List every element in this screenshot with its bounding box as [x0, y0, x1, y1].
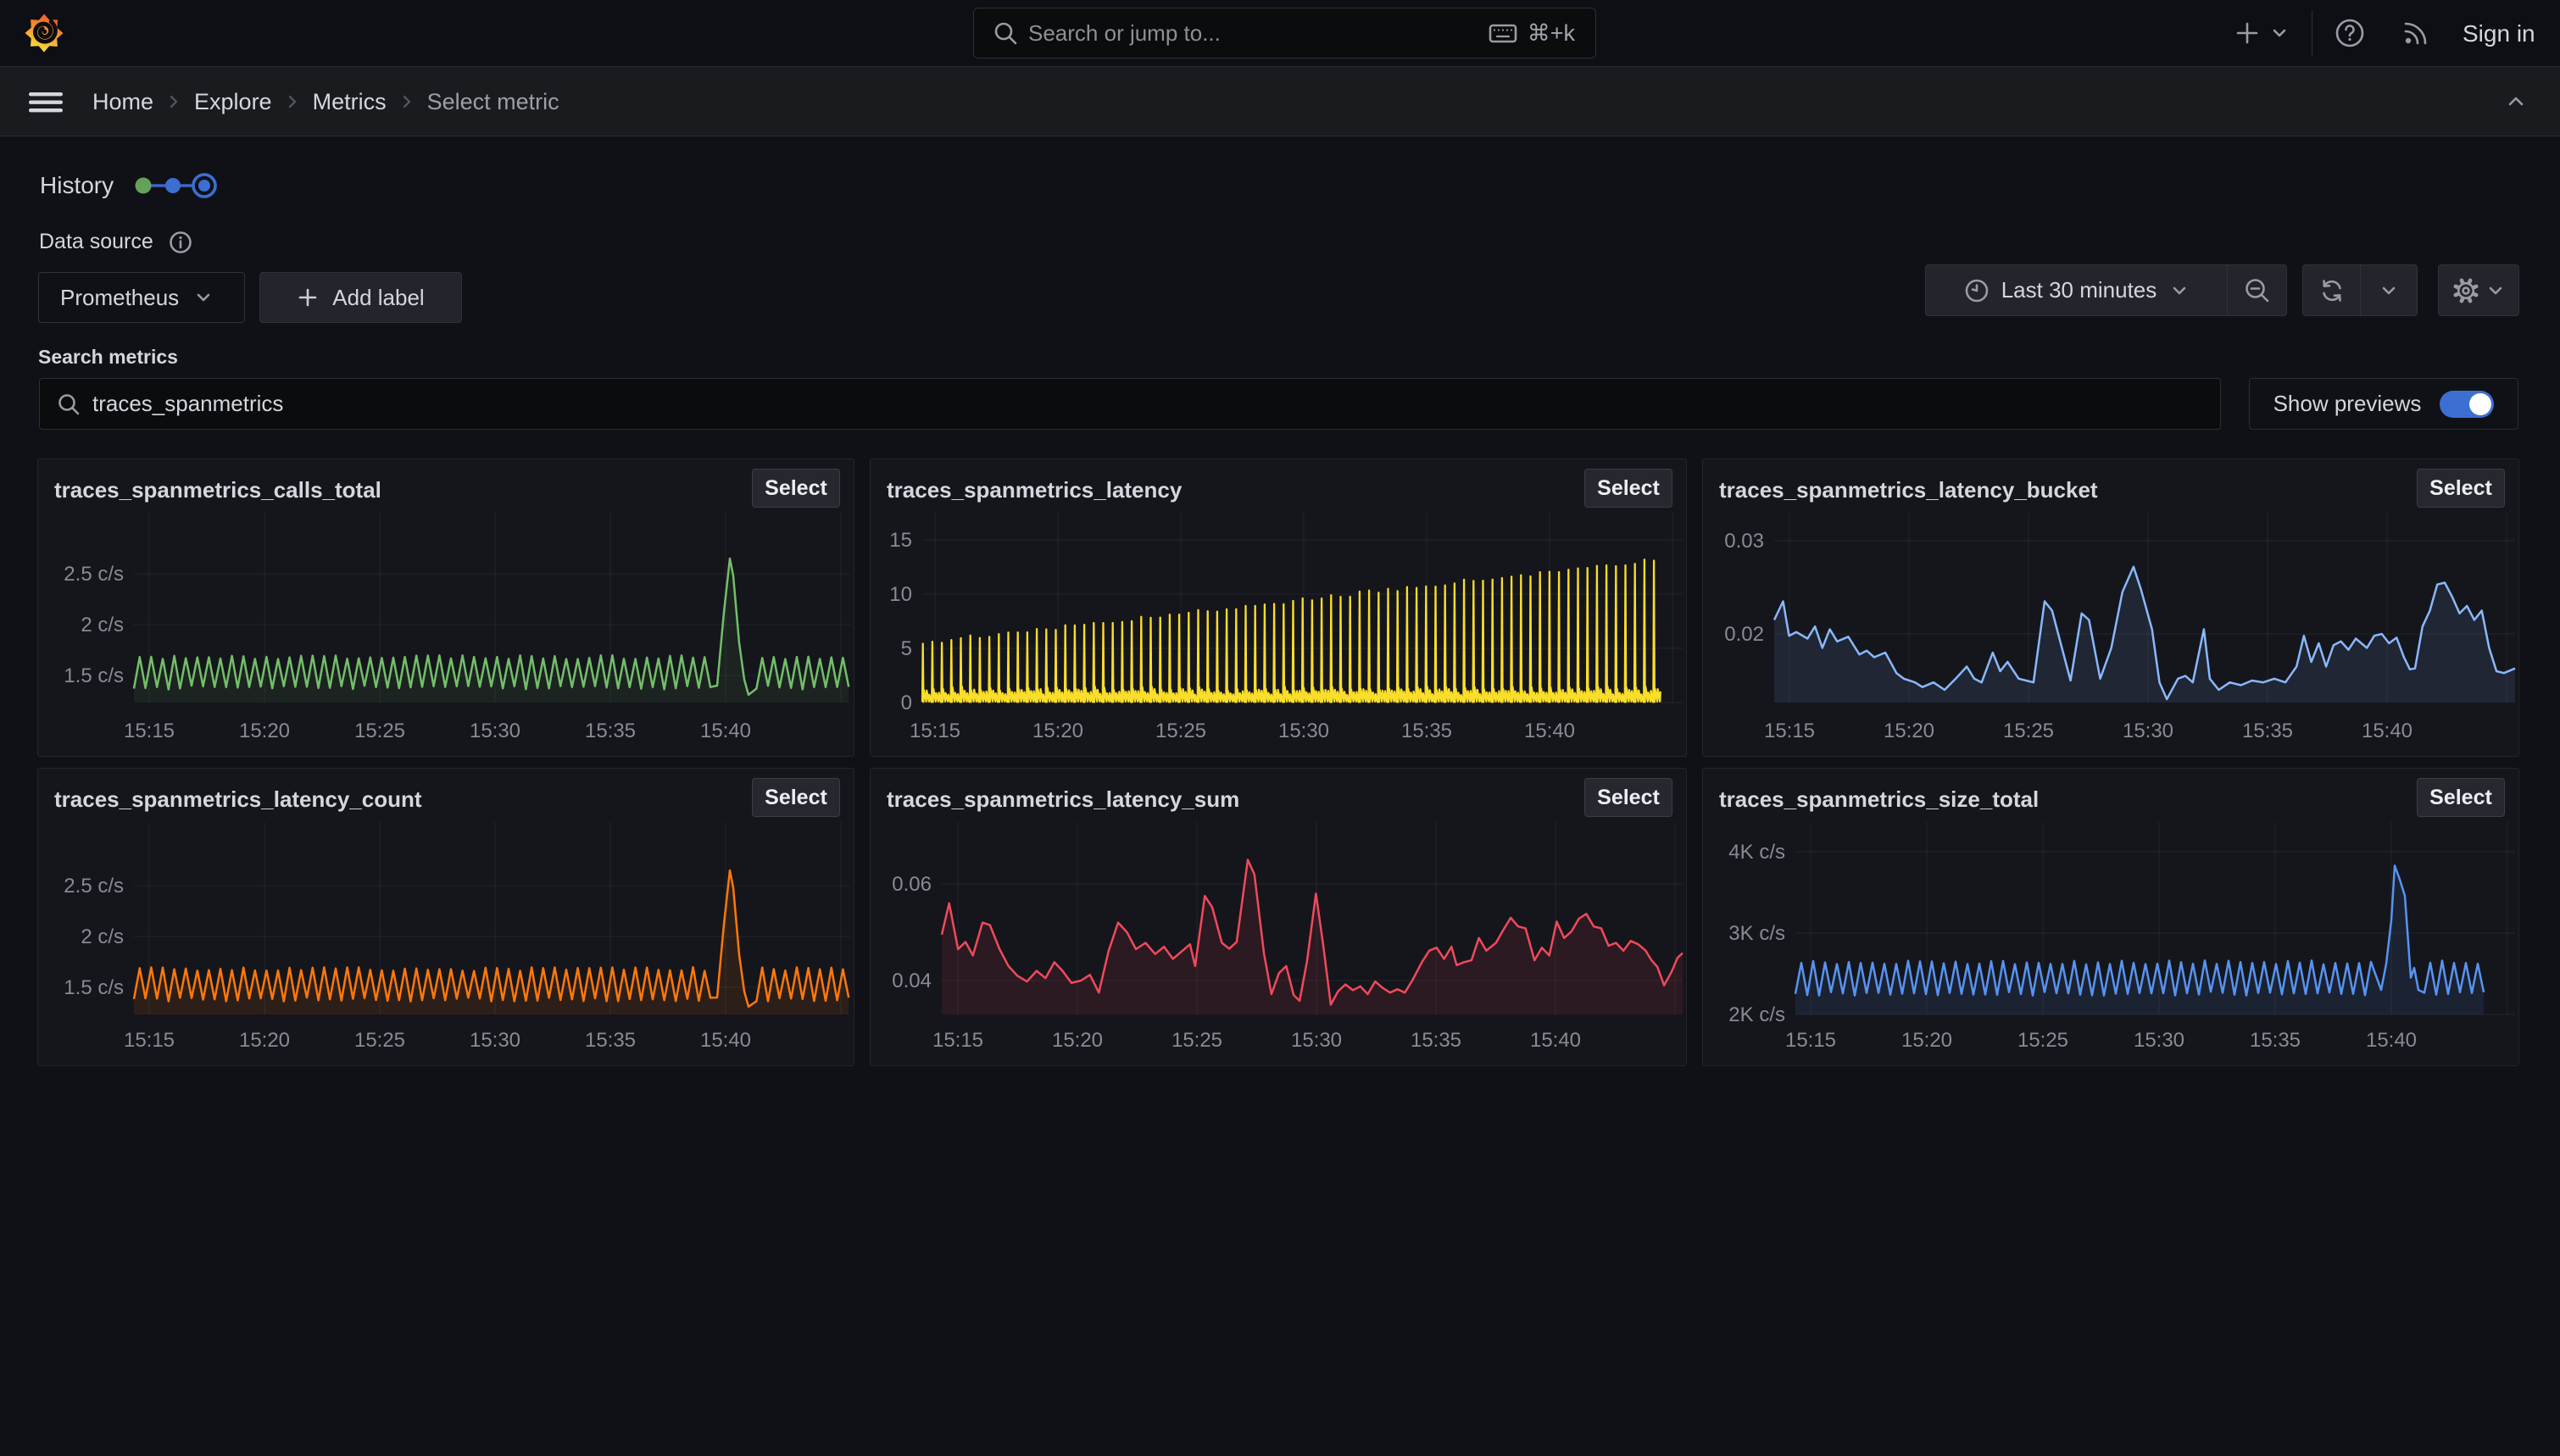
svg-text:15:30: 15:30: [470, 720, 520, 742]
svg-text:0.02: 0.02: [1724, 623, 1764, 646]
svg-text:10: 10: [889, 583, 912, 606]
svg-text:15:35: 15:35: [585, 1029, 636, 1052]
svg-text:2K c/s: 2K c/s: [1728, 1003, 1785, 1026]
svg-text:15:40: 15:40: [1524, 720, 1575, 742]
svg-text:1.5 c/s: 1.5 c/s: [64, 664, 124, 687]
svg-text:15:25: 15:25: [354, 1029, 405, 1052]
svg-text:15:35: 15:35: [2250, 1029, 2301, 1052]
svg-text:15:20: 15:20: [239, 1029, 290, 1052]
svg-text:15:15: 15:15: [124, 1029, 175, 1052]
svg-text:2.5 c/s: 2.5 c/s: [64, 563, 124, 586]
svg-text:15:15: 15:15: [910, 720, 960, 742]
svg-text:15:15: 15:15: [932, 1029, 983, 1052]
svg-text:2.5 c/s: 2.5 c/s: [64, 875, 124, 897]
svg-text:15:35: 15:35: [1401, 720, 1452, 742]
svg-text:15:40: 15:40: [700, 720, 751, 742]
svg-text:0.03: 0.03: [1724, 530, 1764, 553]
svg-text:15:40: 15:40: [2362, 720, 2413, 742]
svg-text:15:30: 15:30: [2134, 1029, 2184, 1052]
svg-text:15:20: 15:20: [1884, 720, 1934, 742]
svg-text:15:35: 15:35: [2242, 720, 2293, 742]
svg-text:2 c/s: 2 c/s: [81, 925, 124, 948]
svg-text:15:25: 15:25: [1155, 720, 1206, 742]
svg-text:15:30: 15:30: [1278, 720, 1329, 742]
svg-text:15:20: 15:20: [1052, 1029, 1103, 1052]
svg-text:15:20: 15:20: [1901, 1029, 1952, 1052]
svg-text:15:20: 15:20: [239, 720, 290, 742]
svg-text:15:40: 15:40: [700, 1029, 751, 1052]
svg-text:0: 0: [901, 692, 912, 714]
svg-text:15: 15: [889, 529, 912, 552]
svg-text:0.04: 0.04: [892, 970, 932, 992]
svg-text:15:15: 15:15: [1785, 1029, 1836, 1052]
svg-text:1.5 c/s: 1.5 c/s: [64, 976, 124, 999]
svg-text:15:25: 15:25: [2017, 1029, 2068, 1052]
svg-text:15:30: 15:30: [470, 1029, 520, 1052]
svg-text:15:35: 15:35: [585, 720, 636, 742]
svg-text:15:40: 15:40: [2366, 1029, 2417, 1052]
svg-text:0.06: 0.06: [892, 873, 932, 896]
svg-text:15:40: 15:40: [1530, 1029, 1581, 1052]
svg-text:15:15: 15:15: [124, 720, 175, 742]
svg-text:15:25: 15:25: [354, 720, 405, 742]
svg-text:15:30: 15:30: [1291, 1029, 1342, 1052]
svg-text:15:15: 15:15: [1764, 720, 1815, 742]
svg-text:15:25: 15:25: [1171, 1029, 1222, 1052]
svg-text:3K c/s: 3K c/s: [1728, 922, 1785, 945]
svg-text:15:20: 15:20: [1032, 720, 1083, 742]
svg-text:5: 5: [901, 637, 912, 660]
svg-text:2 c/s: 2 c/s: [81, 614, 124, 636]
svg-text:15:35: 15:35: [1411, 1029, 1461, 1052]
svg-text:4K c/s: 4K c/s: [1728, 841, 1785, 864]
svg-text:15:25: 15:25: [2003, 720, 2054, 742]
svg-text:15:30: 15:30: [2123, 720, 2173, 742]
